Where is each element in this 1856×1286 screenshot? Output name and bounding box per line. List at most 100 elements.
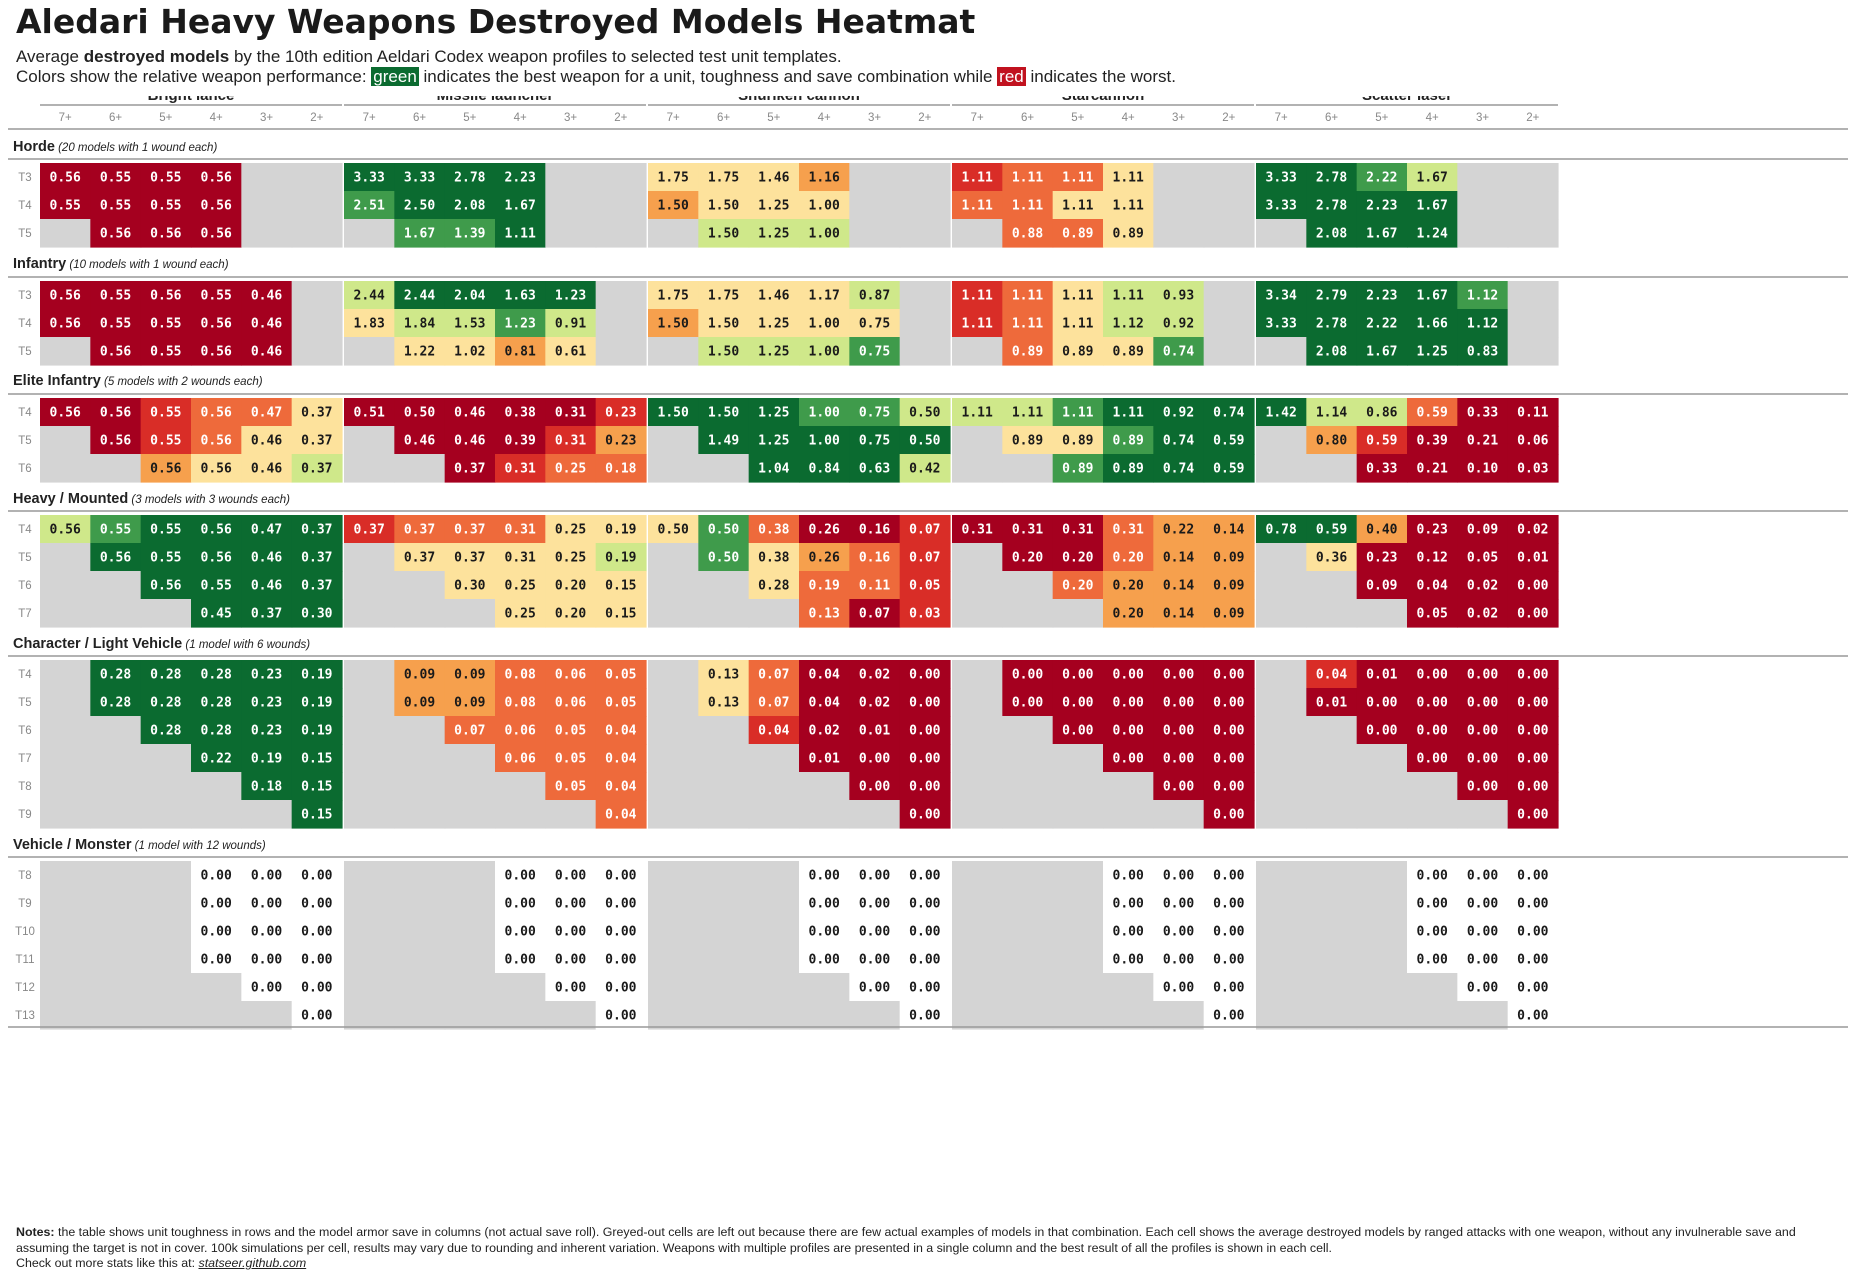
heatmap-cell — [444, 599, 496, 628]
weapon-header: Scatter laser — [1362, 96, 1452, 104]
cell-value-label: 0.75 — [859, 345, 890, 360]
heatmap-cell — [1407, 454, 1458, 483]
cell-value-label: 3.33 — [354, 171, 385, 186]
heatmap-cell — [1153, 426, 1205, 455]
cell-value-label: 0.19 — [301, 724, 332, 739]
heatmap-cell — [344, 945, 395, 974]
heatmap-cell — [1103, 660, 1154, 689]
heatmap-cell — [191, 744, 242, 773]
heatmap-cell — [545, 744, 597, 773]
heatmap-cell — [648, 426, 699, 455]
heatmap-cell — [241, 917, 293, 946]
cell-value-label: 0.00 — [859, 869, 890, 884]
cell-value-label: 0.46 — [251, 462, 282, 477]
heatmap-cell — [1507, 191, 1559, 220]
cell-value-label: 0.87 — [859, 289, 890, 304]
save-tick-label: 6+ — [109, 112, 122, 124]
heatmap-cell — [1002, 1001, 1054, 1030]
save-tick-label: 7+ — [59, 112, 72, 124]
heatmap-cell — [444, 543, 496, 572]
heatmap-cell — [1306, 599, 1358, 628]
cell-value-label: 0.00 — [555, 981, 586, 996]
heatmap-cell — [444, 337, 496, 366]
heatmap-cell — [241, 219, 293, 248]
cell-value-label: 0.20 — [1062, 579, 1093, 594]
toughness-row-label: T4 — [18, 200, 32, 212]
heatmap-cell — [1407, 309, 1458, 338]
cell-value-label: 0.00 — [1517, 981, 1548, 996]
heatmap-cell — [799, 163, 850, 192]
heatmap-cell — [1256, 973, 1307, 1002]
cell-value-label: 1.17 — [809, 289, 840, 304]
cell-value-label: 0.56 — [201, 171, 232, 186]
heatmap-cell — [90, 716, 142, 745]
toughness-row-label: T5 — [18, 346, 31, 358]
cell-value-label: 0.00 — [1163, 696, 1194, 711]
cell-value-label: 0.59 — [1417, 406, 1448, 421]
cell-value-label: 0.00 — [1163, 780, 1194, 795]
cell-value-label: 0.56 — [150, 227, 181, 242]
stats-link[interactable]: statseer.github.com — [198, 1256, 307, 1271]
legend-worst-swatch: red — [997, 67, 1026, 86]
heatmap-cell — [1507, 973, 1559, 1002]
heatmap-cell — [748, 772, 800, 801]
cell-value-label: 1.75 — [658, 171, 689, 186]
toughness-row-label: T4 — [18, 524, 32, 536]
cell-value-label: 0.31 — [505, 523, 536, 538]
heatmap-cell — [648, 309, 699, 338]
heatmap-cell — [952, 281, 1003, 310]
heatmap-cell — [849, 398, 901, 427]
cell-value-label: 0.06 — [555, 668, 586, 683]
heatmap-cell — [40, 219, 91, 248]
cell-value-label: 0.56 — [50, 523, 81, 538]
heatmap-cell — [648, 973, 699, 1002]
heatmap-cell — [291, 398, 343, 427]
cell-value-label: 0.89 — [1113, 462, 1144, 477]
heatmap-cell — [40, 599, 91, 628]
heatmap-cell — [40, 973, 91, 1002]
cell-value-label: 0.00 — [1163, 724, 1194, 739]
heatmap-cell — [394, 426, 446, 455]
cell-value-label: 0.00 — [555, 897, 586, 912]
cell-value-label: 0.00 — [505, 925, 536, 940]
heatmap-cell — [394, 889, 446, 918]
cell-value-label: 0.02 — [859, 668, 890, 683]
heatmap-cell — [291, 543, 343, 572]
heatmap-cell — [140, 337, 192, 366]
heatmap-cell — [40, 571, 91, 600]
heatmap-cell — [1103, 515, 1154, 544]
heatmap-cell — [899, 454, 951, 483]
heatmap-cell — [595, 571, 647, 600]
cell-value-label: 0.07 — [859, 607, 890, 622]
heatmap-cell — [344, 772, 395, 801]
heatmap-cell — [40, 191, 91, 220]
heatmap-cell — [748, 309, 800, 338]
cell-value-label: 0.23 — [1417, 523, 1448, 538]
toughness-row-label: T10 — [15, 926, 35, 938]
cell-value-label: 0.37 — [404, 551, 435, 566]
cell-value-label: 0.15 — [605, 607, 636, 622]
heatmap-cell — [344, 191, 395, 220]
heatmap-cell — [1306, 861, 1358, 890]
cell-value-label: 0.14 — [1163, 579, 1194, 594]
heatmap-cell — [90, 337, 142, 366]
heatmap-cell — [1457, 163, 1509, 192]
heatmap-cell — [1052, 861, 1104, 890]
heatmap-cell — [140, 398, 192, 427]
cell-value-label: 0.55 — [150, 345, 181, 360]
heatmap-cell — [1256, 219, 1307, 248]
toughness-row-label: T6 — [18, 580, 31, 592]
heatmap-cell — [545, 973, 597, 1002]
heatmap-cell — [545, 571, 597, 600]
heatmap-cell — [545, 337, 597, 366]
heatmap-cell — [1153, 309, 1205, 338]
cell-value-label: 1.25 — [1417, 345, 1448, 360]
cell-value-label: 0.37 — [301, 406, 332, 421]
cell-value-label: 0.28 — [150, 696, 181, 711]
cell-value-label: 0.02 — [1467, 579, 1498, 594]
cell-value-label: 0.00 — [301, 981, 332, 996]
heatmap-cell — [799, 744, 850, 773]
heatmap-cell — [1002, 543, 1054, 572]
heatmap-cell — [1052, 219, 1104, 248]
cell-value-label: 1.00 — [809, 345, 840, 360]
